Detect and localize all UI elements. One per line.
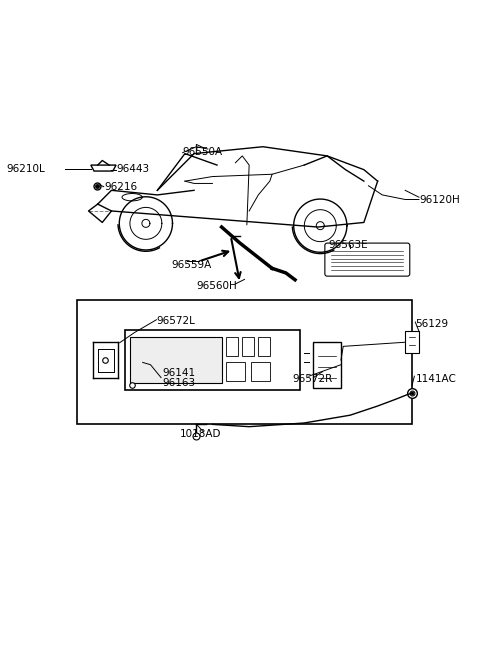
Text: 96210L: 96210L <box>6 164 45 174</box>
Text: 96163: 96163 <box>162 378 195 388</box>
Text: 96120H: 96120H <box>420 195 461 205</box>
Bar <box>313 342 341 388</box>
Text: 96141: 96141 <box>162 367 195 377</box>
Bar <box>226 362 244 380</box>
Text: 96560H: 96560H <box>197 281 238 291</box>
Bar <box>77 300 412 424</box>
Text: 96443: 96443 <box>116 164 149 174</box>
Bar <box>405 331 419 353</box>
Text: 96572L: 96572L <box>156 316 195 325</box>
Bar <box>130 337 222 383</box>
Text: 96559A: 96559A <box>171 260 211 270</box>
Bar <box>226 337 238 356</box>
Text: 96216: 96216 <box>105 182 138 192</box>
Text: 96550A: 96550A <box>182 147 223 157</box>
Text: 1018AD: 1018AD <box>180 430 222 440</box>
Bar <box>125 330 300 390</box>
Bar <box>242 337 254 356</box>
FancyBboxPatch shape <box>325 243 410 276</box>
Text: 96572R: 96572R <box>293 375 333 384</box>
Text: 1141AC: 1141AC <box>416 375 456 384</box>
Text: 56129: 56129 <box>415 319 448 329</box>
Bar <box>258 337 270 356</box>
Bar <box>252 362 270 380</box>
Text: 96563E: 96563E <box>328 240 368 251</box>
